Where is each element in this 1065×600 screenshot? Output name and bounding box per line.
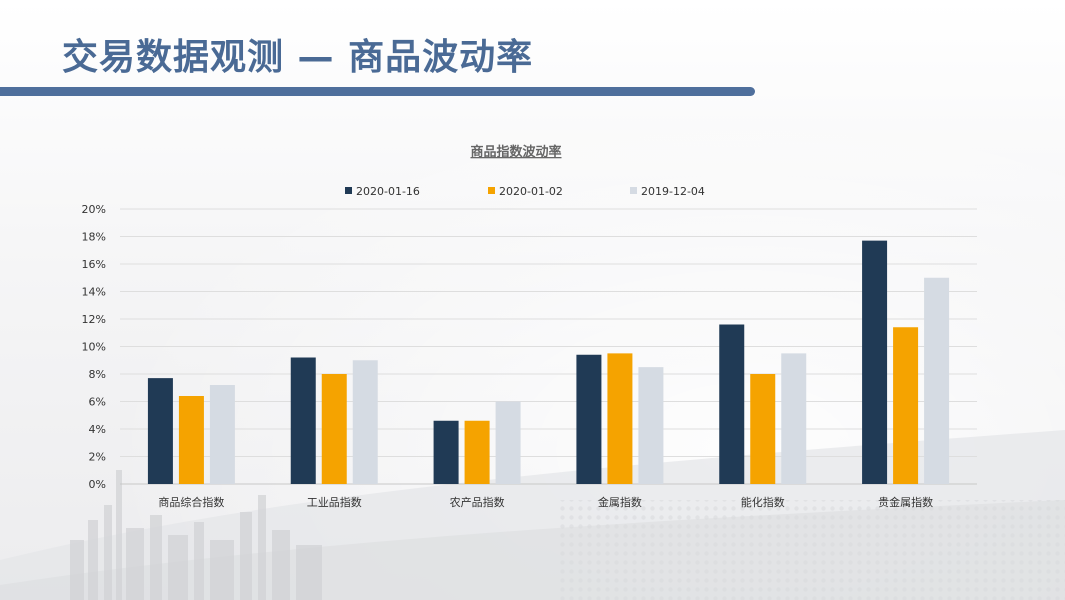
y-tick-label: 18% [82,231,106,244]
y-tick-label: 2% [89,451,106,464]
legend-label: 2020-01-16 [356,185,420,198]
y-tick-label: 14% [82,286,106,299]
legend-swatch [488,187,495,194]
x-tick-label: 商品综合指数 [158,495,224,509]
y-tick-label: 4% [89,423,106,436]
x-tick-label: 能化指数 [741,495,785,509]
bar [209,385,235,484]
y-axis: 0% 2% 4% 6% 8% 10% 12% 14% 16% 18% 20% [82,203,106,491]
bar [862,240,888,484]
bar [464,420,490,484]
x-tick-label: 金属指数 [598,495,642,509]
chart-legend: 2020-01-16 2020-01-02 2019-12-04 [345,185,705,198]
bar [495,401,521,484]
y-tick-label: 0% [89,478,106,491]
chart-bars [147,240,950,484]
y-tick-label: 16% [82,258,106,271]
bar [147,378,173,484]
title-underline-bar [0,87,755,96]
y-tick-label: 20% [82,203,106,216]
bar [638,367,664,484]
legend-swatch [345,187,352,194]
bar [290,357,316,484]
bar [576,354,602,484]
bar [607,353,633,484]
x-tick-label: 农产品指数 [450,495,505,509]
slide-title: 交易数据观测 — 商品波动率 [62,37,534,78]
bar [893,327,919,484]
bar [719,324,745,484]
legend-swatch [630,187,637,194]
bar [781,353,807,484]
chart-title: 商品指数波动率 [470,144,561,160]
legend-label: 2020-01-02 [499,185,563,198]
y-tick-label: 8% [89,368,106,381]
x-tick-label: 工业品指数 [307,495,362,509]
x-tick-label: 贵金属指数 [878,495,933,509]
bar [433,420,459,484]
bar [924,277,950,484]
legend-label: 2019-12-04 [641,185,705,198]
x-axis: 商品综合指数 工业品指数 农产品指数 金属指数 能化指数 贵金属指数 [158,495,933,509]
y-tick-label: 12% [82,313,106,326]
y-tick-label: 6% [89,396,106,409]
y-tick-label: 10% [82,341,106,354]
bar [750,374,776,484]
bar [321,374,347,484]
chart-gridlines [120,208,977,485]
bar [178,396,204,484]
slide-header: 交易数据观测 — 商品波动率 [0,0,1065,100]
bar [352,360,378,484]
